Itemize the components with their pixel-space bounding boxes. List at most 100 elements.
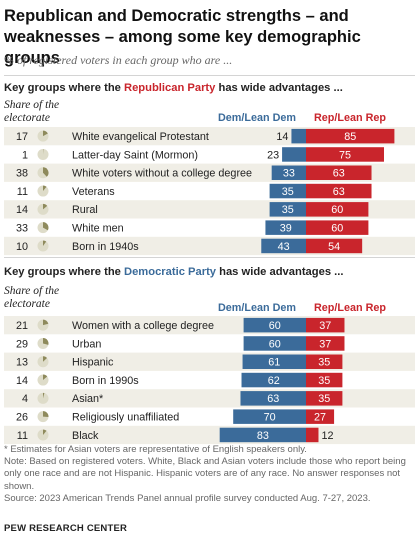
dem-bar-black: [219, 427, 306, 443]
dem-value-white-men: 39: [280, 222, 292, 234]
share-value-white-voters-without-a-college-degree: 38: [16, 168, 28, 180]
col-head-rep-1: Rep/Lean Rep: [314, 112, 386, 124]
rep-value-born-in-1940s: 54: [328, 241, 340, 253]
rep-bar-born-in-1940s: [306, 238, 363, 254]
category-label-veterans: Veterans: [72, 186, 115, 198]
rep-value-born-in-1990s: 35: [318, 375, 330, 387]
rep-value-hispanic: 35: [318, 357, 330, 369]
share-value-women-with-a-college-degree: 21: [16, 320, 28, 332]
share-value-hispanic: 13: [16, 357, 28, 369]
share-value-rural: 14: [16, 204, 28, 216]
divider-middle: [4, 257, 415, 258]
chart-subtitle: % of registered voters in each group who…: [4, 53, 233, 67]
col-head-rep-2: Rep/Lean Rep: [314, 302, 386, 314]
rep-value-black: 12: [321, 430, 333, 442]
rep-bar-white-voters-without-a-college-degree: [306, 165, 372, 180]
dem-bar-white-voters-without-a-college-degree: [271, 165, 306, 180]
dem-value-hispanic: 61: [268, 357, 280, 369]
rep-bar-urban: [306, 336, 345, 351]
dem-bar-veterans: [269, 183, 306, 199]
dem-value-urban: 60: [269, 338, 281, 350]
org-name: PEW RESEARCH CENTER: [4, 523, 128, 534]
share-value-white-men: 33: [16, 222, 28, 234]
share-label-dem: Share of the electorate: [4, 285, 60, 310]
share-pie-slice-asian: [43, 392, 45, 399]
share-value-latter-day-saint-mormon: 1: [22, 149, 28, 161]
dem-bar-hispanic: [242, 354, 306, 369]
rep-bar-hispanic: [306, 354, 343, 369]
dem-value-rural: 35: [282, 204, 294, 216]
share-pie-slice-veterans: [43, 185, 47, 192]
rep-value-religiously-unaffiliated: 27: [314, 411, 326, 423]
rep-bar-white-evangelical-protestant: [306, 128, 395, 144]
row-stripe-asian: [4, 389, 415, 408]
divider-top: [4, 75, 415, 76]
col-head-dem-2: Dem/Lean Dem: [218, 302, 297, 314]
row-stripe-hispanic: [4, 352, 415, 371]
dem-value-latter-day-saint-mormon: 23: [267, 149, 279, 161]
rep-bar-born-in-1990s: [306, 372, 343, 388]
share-pie-slice-hispanic: [43, 356, 48, 362]
share-value-white-evangelical-protestant: 17: [16, 131, 28, 143]
share-label-rep: Share of the electorate: [4, 99, 60, 124]
col-head-dem-1: Dem/Lean Dem: [218, 112, 297, 124]
rep-bar-asian: [306, 391, 343, 406]
share-value-urban: 29: [16, 338, 28, 350]
category-label-white-evangelical-protestant: White evangelical Protestant: [72, 131, 209, 143]
category-label-latter-day-saint-mormon: Latter-day Saint (Mormon): [72, 149, 198, 161]
rep-bar-religiously-unaffiliated: [306, 409, 335, 424]
share-pie-slice-religiously-unaffiliated: [43, 411, 49, 417]
share-value-asian: 4: [22, 393, 28, 405]
category-label-women-with-a-college-degree: Women with a college degree: [72, 320, 214, 332]
rep-bar-women-with-a-college-degree: [306, 317, 345, 333]
share-pie-slice-white-evangelical-protestant: [43, 130, 48, 137]
rep-value-veterans: 63: [333, 186, 345, 198]
rep-bar-rural: [306, 202, 369, 217]
category-label-white-men: White men: [72, 222, 124, 234]
dem-value-born-in-1990s: 62: [268, 375, 280, 387]
share-value-veterans: 11: [17, 186, 28, 198]
section-title-rep: Key groups where the Republican Party ha…: [4, 82, 343, 94]
category-label-born-in-1990s: Born in 1990s: [72, 375, 139, 387]
share-pie-slice-born-in-1940s: [43, 240, 47, 246]
dem-value-asian: 63: [267, 393, 279, 405]
category-label-religiously-unaffiliated: Religiously unaffiliated: [72, 411, 179, 423]
dem-value-white-voters-without-a-college-degree: 33: [283, 168, 295, 180]
rep-value-white-voters-without-a-college-degree: 63: [333, 168, 345, 180]
footnote-source: Source: 2023 American Trends Panel annua…: [4, 492, 371, 504]
share-value-black: 11: [17, 430, 28, 442]
category-label-urban: Urban: [72, 338, 101, 350]
dem-bar-white-men: [265, 220, 306, 235]
section-title-dem-before: Key groups where the: [4, 266, 124, 278]
dem-value-religiously-unaffiliated: 70: [264, 411, 276, 423]
share-pie-slice-rural: [43, 203, 48, 210]
category-label-born-in-1940s: Born in 1940s: [72, 241, 139, 253]
footnote-asian: * Estimates for Asian voters are represe…: [4, 444, 307, 455]
rep-bar-white-men: [306, 220, 369, 235]
dem-bar-born-in-1990s: [241, 372, 306, 388]
share-value-religiously-unaffiliated: 26: [16, 411, 28, 423]
rep-bar-latter-day-saint-mormon: [306, 147, 384, 162]
dem-value-born-in-1940s: 43: [278, 241, 290, 253]
section-title-rep-party: Republican Party: [123, 82, 216, 94]
rep-value-asian: 35: [318, 393, 330, 405]
dem-bar-religiously-unaffiliated: [233, 409, 306, 424]
dem-bar-born-in-1940s: [261, 238, 306, 254]
rep-value-white-evangelical-protestant: 85: [344, 131, 356, 143]
dem-bar-women-with-a-college-degree: [243, 317, 306, 333]
rep-value-white-men: 60: [331, 222, 343, 234]
share-pie-slice-white-men: [43, 222, 49, 231]
dem-bar-rural: [269, 202, 306, 217]
row-stripe-black: [4, 425, 415, 445]
category-label-asian: Asian*: [72, 393, 104, 405]
section-title-dem-after: has wide advantages ...: [216, 266, 344, 278]
share-pie-slice-women-with-a-college-degree: [43, 319, 49, 326]
rep-bar-veterans: [306, 183, 372, 199]
section-title-dem-party: Democratic Party: [123, 266, 217, 278]
dem-bar-asian: [240, 391, 306, 406]
dem-value-veterans: 35: [282, 186, 294, 198]
footnote-note: Note: Based on registered voters. White,…: [4, 456, 406, 492]
category-label-black: Black: [72, 430, 99, 442]
category-label-rural: Rural: [72, 204, 98, 216]
